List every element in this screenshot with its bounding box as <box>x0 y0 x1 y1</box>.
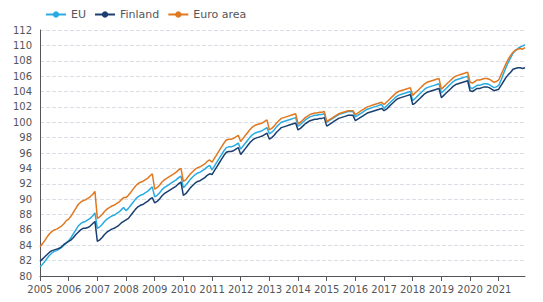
svg-text:2011: 2011 <box>199 284 224 295</box>
svg-text:2012: 2012 <box>228 284 253 295</box>
svg-text:84: 84 <box>19 240 32 251</box>
svg-text:98: 98 <box>19 132 32 143</box>
svg-text:Euro area: Euro area <box>193 8 246 21</box>
svg-text:104: 104 <box>13 86 32 97</box>
svg-text:2014: 2014 <box>285 284 310 295</box>
svg-text:88: 88 <box>19 209 32 220</box>
svg-text:112: 112 <box>13 25 32 36</box>
svg-text:100: 100 <box>13 117 32 128</box>
svg-text:96: 96 <box>19 148 32 159</box>
svg-text:2015: 2015 <box>314 284 339 295</box>
svg-text:94: 94 <box>19 163 32 174</box>
svg-text:2009: 2009 <box>142 284 167 295</box>
svg-text:2010: 2010 <box>171 284 196 295</box>
svg-text:2008: 2008 <box>113 284 138 295</box>
svg-text:2007: 2007 <box>85 284 110 295</box>
svg-text:EU: EU <box>71 8 86 21</box>
svg-text:90: 90 <box>19 194 32 205</box>
svg-text:2020: 2020 <box>457 284 482 295</box>
svg-text:86: 86 <box>19 224 32 235</box>
svg-text:2013: 2013 <box>257 284 282 295</box>
svg-text:2017: 2017 <box>371 284 396 295</box>
svg-text:92: 92 <box>19 178 32 189</box>
svg-text:2006: 2006 <box>56 284 81 295</box>
svg-text:2019: 2019 <box>429 284 454 295</box>
svg-text:2018: 2018 <box>400 284 425 295</box>
svg-text:106: 106 <box>13 71 32 82</box>
svg-text:2016: 2016 <box>343 284 368 295</box>
svg-text:110: 110 <box>13 40 32 51</box>
svg-text:Finland: Finland <box>120 8 159 21</box>
svg-text:2005: 2005 <box>27 284 52 295</box>
svg-text:108: 108 <box>13 55 32 66</box>
svg-text:82: 82 <box>19 255 32 266</box>
svg-text:80: 80 <box>19 271 32 282</box>
svg-text:102: 102 <box>13 101 32 112</box>
svg-text:2021: 2021 <box>486 284 511 295</box>
